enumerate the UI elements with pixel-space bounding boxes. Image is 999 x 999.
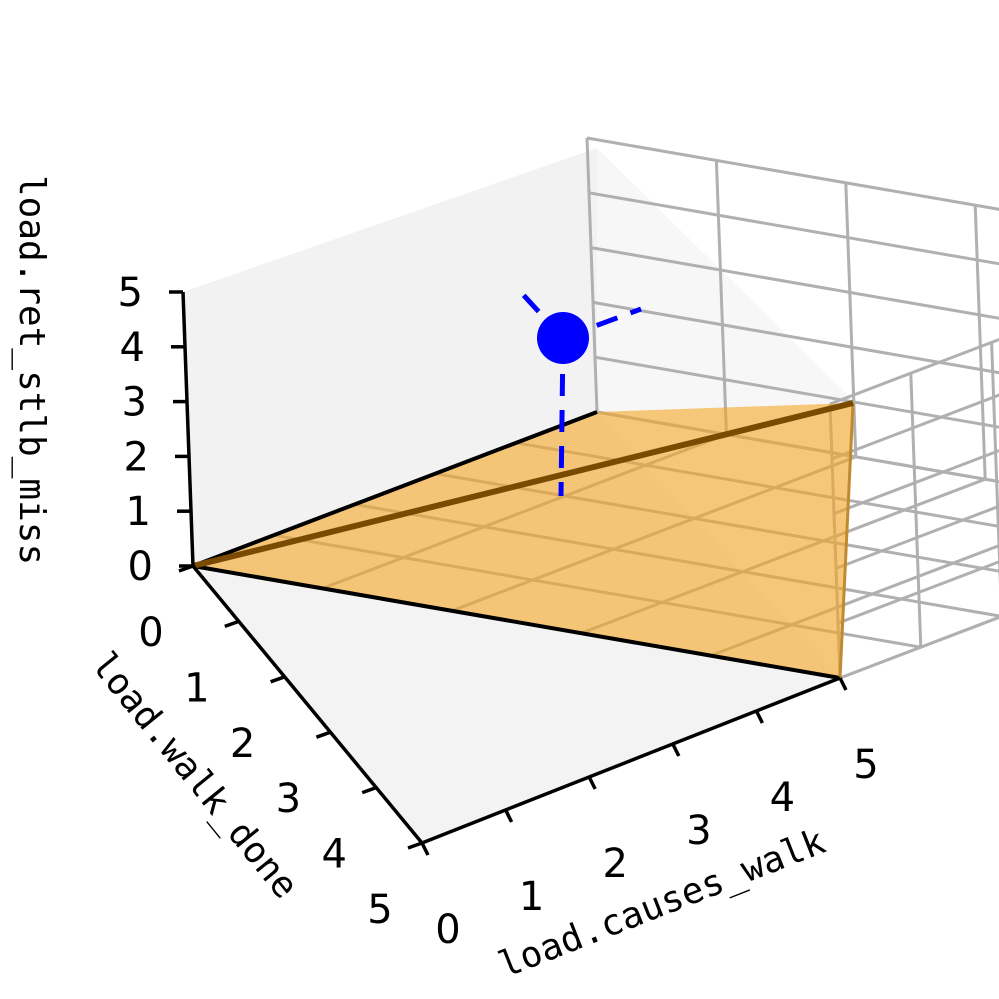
grid-line: [835, 504, 999, 570]
pane-back-wall: [183, 148, 597, 566]
z-axis-label: load.ret_stlb_miss: [11, 175, 52, 565]
z-tick-label: 4: [120, 325, 145, 371]
y-tick: [224, 619, 240, 629]
region-edge-bottom: [192, 564, 841, 680]
y-tick: [315, 730, 331, 739]
feasible-region: [192, 400, 855, 680]
y-tick: [361, 785, 377, 795]
z-tick-label: 5: [118, 270, 143, 316]
x-tick-label: 0: [435, 907, 460, 953]
grid-line: [837, 560, 999, 625]
x-tick: [587, 776, 597, 790]
region-edge-back: [192, 410, 598, 568]
x-tick-label: 2: [602, 841, 627, 887]
z-tick-label: 3: [122, 380, 147, 426]
data-point: [537, 312, 589, 364]
x-tick: [754, 710, 764, 724]
grid-line: [831, 393, 999, 461]
grid-line: [590, 246, 999, 320]
grid-line: [585, 137, 599, 413]
grid-line: [844, 182, 858, 457]
y-tick-label: 5: [367, 887, 392, 933]
y-tick: [270, 675, 286, 684]
x-tick: [420, 842, 430, 856]
grid-line: [839, 615, 999, 680]
z-tick-label: 0: [128, 544, 153, 590]
z-tick-label: 1: [126, 489, 151, 535]
region-ridge: [192, 400, 854, 569]
grid-line: [973, 205, 987, 480]
grid-line: [592, 300, 999, 375]
x-tick: [671, 743, 681, 757]
y-tick-label: 2: [230, 721, 255, 767]
grid-line: [829, 337, 999, 406]
y-tick-label: 3: [276, 776, 301, 822]
grid-line: [990, 342, 999, 587]
region-edge-right: [838, 402, 855, 679]
grid-line: [909, 373, 923, 648]
x-tick-label: 3: [686, 808, 711, 854]
y-tick: [178, 564, 194, 573]
grid-line: [594, 355, 999, 429]
x-tick-label: 4: [770, 775, 795, 821]
z-tick-label: 2: [124, 434, 149, 480]
x-tick: [504, 809, 514, 823]
region-fill: [193, 403, 853, 678]
y-tick-label: 0: [138, 610, 163, 656]
y-tick-label: 4: [321, 832, 346, 878]
grid-line: [714, 160, 728, 435]
point-drop-line: [558, 337, 566, 497]
z-axis-line: [181, 291, 195, 567]
y-tick-label: 1: [184, 665, 209, 711]
y-axis-line: [191, 564, 424, 845]
grid-line: [586, 136, 999, 211]
x-tick-label: 5: [853, 742, 878, 788]
y-tick: [407, 841, 423, 850]
grid-line: [588, 191, 999, 266]
grid-line: [833, 449, 999, 516]
x-axis-line: [421, 676, 841, 845]
axis-lines: [181, 291, 841, 845]
x-tick-label: 1: [519, 874, 544, 920]
x-tick: [838, 677, 848, 691]
data-point-group: [514, 285, 642, 497]
